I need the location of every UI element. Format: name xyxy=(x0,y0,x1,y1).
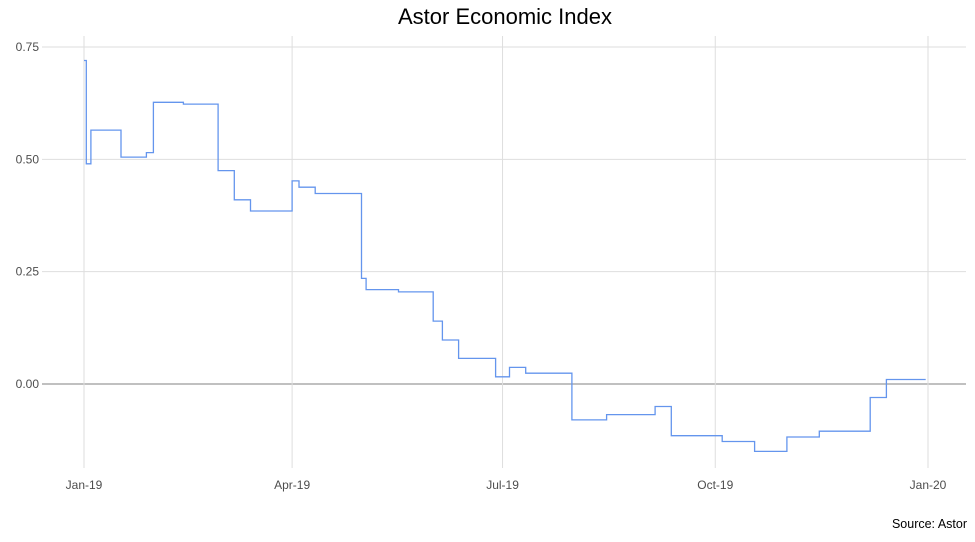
source-caption: Source: Astor xyxy=(891,517,967,531)
x-tick-label: Oct-19 xyxy=(697,478,733,492)
series-line xyxy=(84,59,926,453)
data-point xyxy=(785,436,788,439)
data-point xyxy=(885,378,888,381)
data-point xyxy=(753,450,756,453)
data-point xyxy=(457,357,460,360)
data-point xyxy=(233,198,236,201)
y-tick-label: 0.75 xyxy=(16,40,40,54)
data-point xyxy=(654,405,657,408)
data-point xyxy=(119,156,122,159)
data-point xyxy=(605,413,608,416)
x-tick-label: Jul-19 xyxy=(486,478,519,492)
data-point xyxy=(818,430,821,433)
data-point xyxy=(152,101,155,104)
x-tick-label: Apr-19 xyxy=(274,478,310,492)
data-point xyxy=(670,434,673,437)
data-point xyxy=(83,59,86,62)
data-point xyxy=(298,186,301,189)
x-tick-label: Jan-20 xyxy=(910,478,947,492)
data-point xyxy=(182,103,185,106)
grid-layer xyxy=(42,36,966,468)
data-point xyxy=(524,372,527,375)
y-tick-label: 0.25 xyxy=(16,265,40,279)
data-point xyxy=(145,151,148,154)
chart-title: Astor Economic Index xyxy=(398,4,612,29)
data-point xyxy=(85,162,88,165)
data-point xyxy=(365,288,368,291)
data-point xyxy=(249,210,252,213)
data-point xyxy=(360,277,363,280)
data-point xyxy=(570,418,573,421)
data-point xyxy=(314,192,317,195)
data-point xyxy=(721,440,724,443)
y-tick-label: 0.00 xyxy=(16,377,40,391)
data-point xyxy=(291,179,294,182)
data-point xyxy=(432,320,435,323)
series-layer xyxy=(83,59,927,453)
data-point xyxy=(924,378,927,381)
data-point xyxy=(217,169,220,172)
data-point xyxy=(397,290,400,293)
data-point xyxy=(494,375,497,378)
axis-labels: 0.75 0.50 0.25 0.00 Jan-19 Apr-19 Jul-19 Oct-19… xyxy=(16,40,947,492)
y-tick-label: 0.50 xyxy=(16,152,40,166)
data-point xyxy=(89,129,92,132)
data-point xyxy=(508,366,511,369)
data-point xyxy=(441,338,444,341)
data-point xyxy=(869,396,872,399)
x-tick-label: Jan-19 xyxy=(66,478,103,492)
